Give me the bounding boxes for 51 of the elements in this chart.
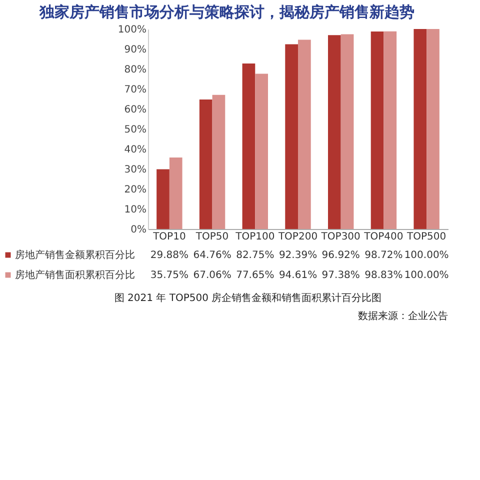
bar <box>384 31 397 229</box>
x-tick-label: TOP100 <box>234 232 275 242</box>
y-tick-label: 100% <box>118 24 146 36</box>
source-note: 数据来源：企业公告 <box>358 310 448 322</box>
x-tick-label: TOP10 <box>152 232 186 242</box>
data-label: 96.92% <box>322 250 360 261</box>
bar <box>328 35 341 229</box>
data-label: 67.06% <box>193 270 232 281</box>
x-tick-label: TOP200 <box>277 232 318 242</box>
y-tick-label: 80% <box>124 64 146 76</box>
bar <box>340 34 354 229</box>
y-tick-label: 30% <box>124 164 146 176</box>
data-label: 94.61% <box>278 270 318 281</box>
legend-label: 房地产销售金额累积百分比 <box>15 249 135 261</box>
y-tick-label: 40% <box>124 144 146 156</box>
bar <box>370 32 384 229</box>
x-tick-label: TOP500 <box>406 232 446 242</box>
data-label: 92.39% <box>278 250 318 261</box>
bar <box>169 158 182 229</box>
bar <box>242 64 256 229</box>
y-tick-label: 70% <box>124 84 146 96</box>
bar <box>156 169 170 229</box>
data-label: 100.00% <box>404 250 449 261</box>
bar <box>298 40 311 229</box>
y-tick-label: 20% <box>124 184 146 196</box>
data-label: 64.76% <box>193 250 232 261</box>
data-label: 82.75% <box>236 250 274 261</box>
data-label: 29.88% <box>150 250 188 261</box>
y-tick-label: 50% <box>124 124 146 136</box>
bar <box>426 29 440 229</box>
caption: 图 2021 年 TOP500 房企销售金额和销售面积累计百分比图 <box>114 292 382 304</box>
x-tick-label: TOP400 <box>363 232 404 242</box>
bar <box>285 44 298 229</box>
bar <box>414 29 427 229</box>
bar <box>199 99 212 229</box>
data-label: 35.75% <box>150 270 188 281</box>
data-label: 100.00% <box>404 270 449 281</box>
x-tick-label: TOP300 <box>320 232 360 242</box>
bar <box>255 74 268 229</box>
chart-title: 独家房产销售市场分析与策略探讨，揭秘房产销售新趋势 <box>38 3 415 21</box>
y-tick-label: 90% <box>124 44 146 56</box>
legend-label: 房地产销售面积累积百分比 <box>15 269 135 281</box>
data-label: 98.83% <box>364 270 403 281</box>
x-tick-label: TOP50 <box>194 232 229 242</box>
data-label: 97.38% <box>322 270 360 281</box>
y-tick-label: 0% <box>130 224 146 236</box>
y-tick-label: 60% <box>124 104 146 116</box>
y-tick-label: 10% <box>124 204 146 216</box>
data-label: 98.72% <box>364 250 403 261</box>
data-label: 77.65% <box>236 270 274 281</box>
bar <box>212 94 226 229</box>
